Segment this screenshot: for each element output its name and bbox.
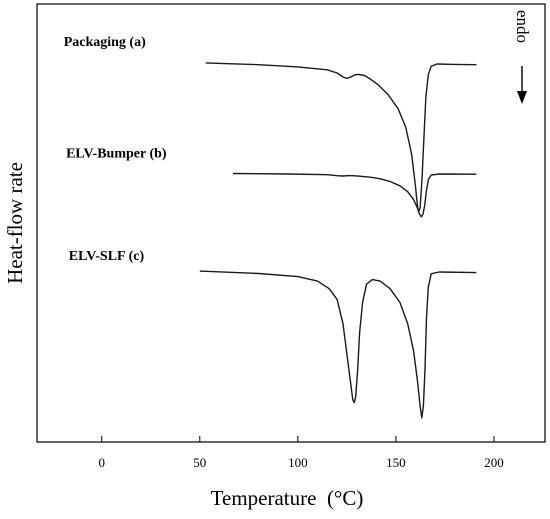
series-line-2 [233,172,477,218]
x-tick-label: 50 [193,455,206,470]
y-axis-label: Heat-flow rate [3,162,27,284]
series-labels: Packaging (a) ELV-Bumper (b) ELV-SLF (c) [64,35,167,264]
series-line-3 [199,270,477,419]
series-label-1: Packaging (a) [64,35,146,50]
x-axis-ticks: 0 50 100 150 200 [98,436,504,470]
series-lines [199,62,477,419]
series-label-3: ELV-SLF (c) [69,249,145,264]
x-tick-label: 0 [98,455,105,470]
x-tick-label: 200 [484,455,504,470]
x-axis-label: Temperature (°C) [211,486,364,510]
x-tick-label: 100 [288,455,308,470]
plot-frame [36,3,546,443]
endo-arrow-down-icon [517,91,527,104]
series-label-2: ELV-Bumper (b) [66,147,167,162]
x-tick-label: 150 [386,455,406,470]
series-line-1 [205,62,477,213]
endo-label: endo [513,10,532,43]
endo-indicator: endo [513,10,532,104]
